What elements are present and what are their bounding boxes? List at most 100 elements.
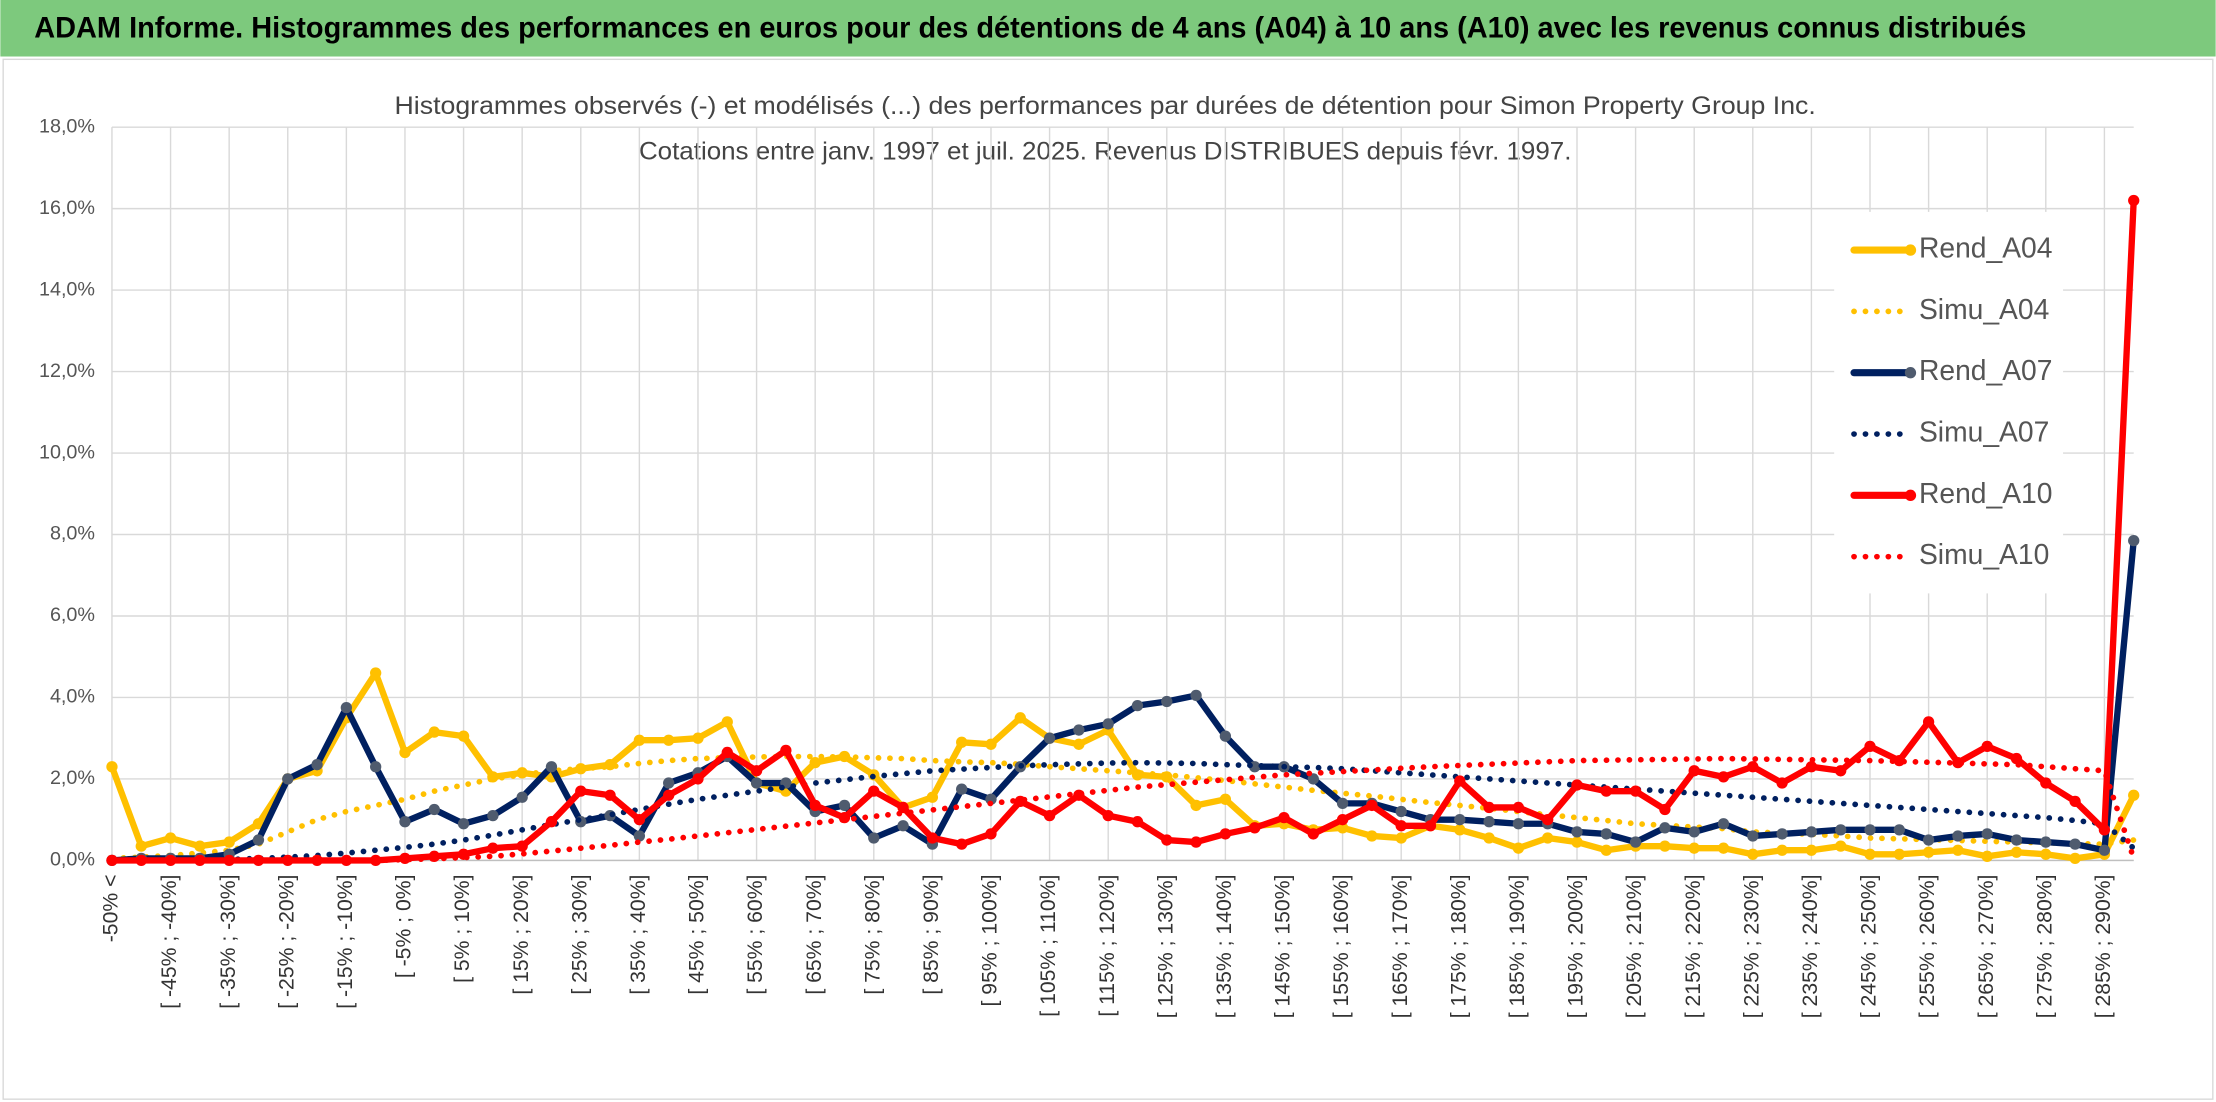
data-point <box>2069 838 2081 850</box>
data-point <box>194 840 206 852</box>
data-point <box>1073 738 1085 750</box>
legend-marker <box>1904 489 1917 501</box>
y-tick-label: 12,0% <box>39 360 95 382</box>
legend-label: Rend_A10 <box>1919 477 2053 509</box>
data-point <box>2040 848 2052 860</box>
data-point <box>897 820 909 832</box>
x-tick-label: [ 135% ; 140%] <box>1213 875 1236 1019</box>
x-tick-label: [ 285% ; 290%] <box>2092 875 2115 1019</box>
data-point <box>1102 718 1114 730</box>
data-point <box>1805 844 1818 856</box>
data-point <box>516 840 528 852</box>
chart-subtitle: Cotations entre janv. 1997 et juil. 2025… <box>639 137 1571 165</box>
data-point <box>1395 805 1407 818</box>
data-point <box>1600 828 1612 840</box>
data-point <box>340 701 353 714</box>
data-point <box>1336 822 1349 834</box>
data-point <box>1688 842 1700 854</box>
data-point <box>1073 724 1085 736</box>
data-point <box>926 791 939 803</box>
data-point <box>1893 848 1905 860</box>
data-point <box>487 809 499 822</box>
data-point <box>1043 732 1056 744</box>
header-bar <box>0 0 2216 57</box>
data-point <box>750 777 763 789</box>
data-point <box>692 773 704 785</box>
x-tick-label: [ -45% ; -40%] <box>158 875 181 1009</box>
data-point <box>721 746 733 759</box>
data-point <box>1629 836 1642 848</box>
x-tick-label: [ 275% ; 280%] <box>2033 875 2056 1019</box>
data-point <box>2040 777 2052 789</box>
data-point <box>1395 820 1407 832</box>
data-point <box>1190 836 1202 848</box>
legend-label: Rend_A07 <box>1919 354 2053 386</box>
data-point <box>1952 844 1964 856</box>
data-point <box>1922 846 1935 858</box>
data-point <box>428 803 440 816</box>
data-point <box>1600 785 1612 797</box>
data-point <box>2010 834 2023 846</box>
data-point <box>663 789 675 801</box>
data-point <box>223 836 235 848</box>
data-point <box>1922 834 1935 846</box>
data-point <box>545 761 558 773</box>
data-point <box>1131 816 1144 828</box>
x-tick-label: [ 25% ; 30%] <box>568 875 591 995</box>
data-point <box>1483 832 1495 844</box>
data-point <box>1571 836 1583 848</box>
data-point <box>1014 712 1026 724</box>
x-tick-label: [ -15% ; -10%] <box>334 875 357 1009</box>
x-tick-label: [ 5% ; 10%] <box>451 875 474 983</box>
data-point <box>1249 822 1261 834</box>
legend-label: Simu_A07 <box>1919 415 2049 447</box>
data-point <box>575 785 587 797</box>
data-point <box>1747 848 1759 860</box>
data-point <box>2128 789 2140 801</box>
x-tick-label: [ 165% ; 170%] <box>1389 875 1412 1019</box>
data-point <box>1190 799 1202 812</box>
data-point <box>1600 844 1612 856</box>
x-tick-label: [ 115% ; 120%] <box>1096 875 1119 1017</box>
data-point <box>252 834 265 846</box>
y-tick-label: 10,0% <box>39 441 95 463</box>
data-point <box>1981 850 1993 862</box>
x-tick-label: -50% < <box>100 875 123 943</box>
data-point <box>1688 826 1700 838</box>
data-point <box>1922 716 1935 728</box>
data-point <box>516 791 528 803</box>
data-point <box>2040 836 2052 848</box>
x-tick-label: [ 195% ; 200%] <box>1565 875 1588 1019</box>
y-tick-label: 0,0% <box>50 849 95 871</box>
data-point <box>868 785 880 797</box>
x-tick-label: [ 225% ; 230%] <box>1740 875 1763 1019</box>
data-point <box>1278 811 1290 824</box>
data-point <box>1336 797 1349 810</box>
series-line <box>108 537 2137 864</box>
data-point <box>956 838 968 850</box>
data-point <box>1571 826 1583 838</box>
data-point <box>1659 803 1671 816</box>
data-point <box>1512 842 1525 854</box>
data-point <box>1864 740 1876 752</box>
data-point <box>1219 730 1232 742</box>
data-point <box>1571 779 1583 791</box>
data-point <box>663 777 675 789</box>
y-tick-label: 16,0% <box>39 197 95 219</box>
data-point <box>340 854 353 867</box>
data-point <box>1893 824 1905 836</box>
data-point <box>809 756 821 769</box>
data-point <box>1659 822 1671 834</box>
data-point <box>457 730 470 742</box>
data-point <box>1717 771 1730 783</box>
data-point <box>2098 824 2111 836</box>
header-title: ADAM Informe. Histogrammes des performan… <box>34 11 2026 44</box>
data-point <box>311 759 323 771</box>
data-point <box>1454 814 1466 826</box>
data-point <box>1190 689 1202 702</box>
data-point <box>1835 765 1847 777</box>
data-point <box>1102 809 1114 822</box>
x-tick-label: [ 15% ; 20%] <box>510 875 533 995</box>
y-tick-label: 6,0% <box>50 604 95 626</box>
y-tick-label: 8,0% <box>50 523 95 545</box>
